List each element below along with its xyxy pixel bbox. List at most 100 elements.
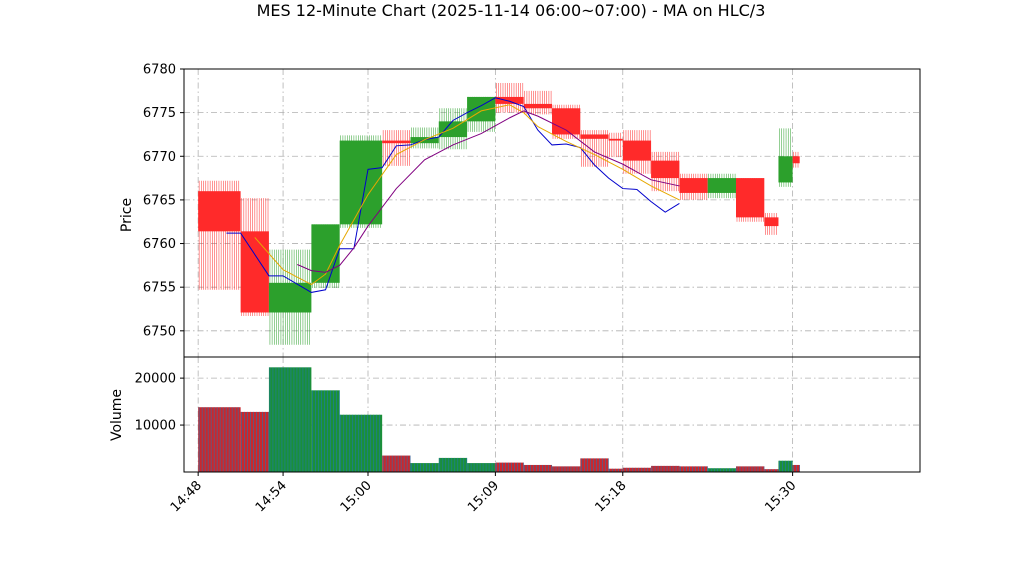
volume-bar bbox=[198, 407, 241, 472]
x-tick-label: 15:30 bbox=[762, 478, 799, 515]
ma-slow-line bbox=[297, 110, 680, 273]
volume-bar bbox=[792, 464, 800, 472]
volume-bar bbox=[736, 466, 765, 472]
x-tick-label: 15:00 bbox=[338, 478, 375, 515]
volume-bar bbox=[651, 465, 680, 472]
candle-body bbox=[651, 160, 680, 179]
volume-bar-body bbox=[523, 464, 552, 472]
volume-bar bbox=[580, 458, 609, 472]
x-tick-label: 15:18 bbox=[592, 478, 629, 515]
candle-body bbox=[679, 178, 708, 193]
volume-bar-body bbox=[495, 462, 524, 472]
volume-bar-body bbox=[311, 390, 340, 472]
x-ticks: 14:48 14:54 15:00 15:09 15:18 15:30 bbox=[168, 472, 799, 515]
volume-bar-body bbox=[198, 407, 241, 472]
volume-bar bbox=[707, 468, 737, 472]
volume-bar-body bbox=[622, 467, 652, 472]
candle bbox=[778, 128, 793, 187]
candle bbox=[707, 173, 736, 199]
candle bbox=[240, 198, 269, 316]
candles-group bbox=[198, 82, 800, 345]
candle-body bbox=[268, 282, 312, 313]
volume-bar-body bbox=[240, 411, 269, 472]
candle bbox=[311, 224, 340, 289]
x-tick-label: 14:48 bbox=[168, 478, 205, 515]
volume-bar-body bbox=[651, 465, 680, 472]
price-axis-label: Price bbox=[119, 198, 135, 232]
price-tick-label: 6760 bbox=[143, 237, 176, 252]
candle bbox=[495, 82, 524, 113]
candle bbox=[339, 135, 383, 228]
candle-body bbox=[778, 156, 793, 183]
volume-bar bbox=[268, 367, 312, 472]
price-tick-label: 6755 bbox=[143, 281, 176, 296]
price-tick-label: 6775 bbox=[143, 106, 176, 121]
volume-bar bbox=[778, 460, 793, 472]
volume-tick-label: 20000 bbox=[135, 372, 176, 387]
volume-bar bbox=[608, 468, 623, 472]
volume-bar bbox=[339, 414, 383, 472]
volume-bar-body bbox=[679, 466, 708, 472]
price-tick-label: 6750 bbox=[143, 324, 176, 339]
volume-bar bbox=[467, 463, 496, 472]
price-tick-label: 6765 bbox=[143, 193, 176, 208]
candle-body bbox=[240, 231, 269, 313]
candle-body bbox=[707, 178, 736, 193]
volume-bar-body bbox=[792, 464, 800, 472]
x-tick-label: 14:54 bbox=[253, 478, 290, 515]
candle-body bbox=[736, 178, 765, 218]
volume-axis-label: Volume bbox=[109, 389, 125, 441]
ma-fast-line bbox=[226, 97, 680, 293]
x-tick-label: 15:09 bbox=[465, 478, 502, 515]
price-tick-label: 6770 bbox=[143, 150, 176, 165]
volume-tick-label: 10000 bbox=[135, 419, 176, 434]
volume-bar-body bbox=[339, 414, 383, 472]
volume-bar bbox=[622, 467, 652, 472]
chart-title: MES 12-Minute Chart (2025-11-14 06:00~07… bbox=[257, 1, 766, 20]
ma-mid-line bbox=[254, 104, 680, 286]
candle bbox=[764, 213, 779, 235]
candle bbox=[736, 178, 765, 222]
candle-body bbox=[438, 121, 468, 138]
volume-bar-body bbox=[736, 466, 765, 472]
volume-bar bbox=[438, 457, 468, 472]
volume-panel-border bbox=[183, 356, 921, 473]
candle bbox=[523, 90, 552, 115]
candle-body bbox=[622, 140, 652, 161]
volume-bar-body bbox=[707, 468, 736, 472]
candle-body bbox=[764, 217, 779, 227]
candle-body bbox=[608, 138, 623, 141]
volume-bar-body bbox=[410, 463, 439, 472]
volume-bar bbox=[523, 464, 553, 472]
volume-bar bbox=[552, 466, 581, 472]
volume-bars-group bbox=[198, 367, 800, 472]
price-tick-label: 6780 bbox=[143, 63, 176, 78]
candle bbox=[382, 130, 411, 166]
moving-averages-group bbox=[226, 97, 680, 293]
candle bbox=[552, 104, 581, 139]
candle-body bbox=[198, 191, 241, 232]
volume-bar bbox=[495, 462, 524, 472]
volume-bar-body bbox=[268, 367, 312, 472]
volume-bar bbox=[679, 466, 708, 472]
candle-body bbox=[792, 156, 800, 164]
candle bbox=[622, 130, 652, 174]
price-y-ticks: 6750 6755 6760 6765 6770 6775 6780 bbox=[143, 63, 184, 339]
volume-bar bbox=[382, 455, 411, 472]
candle-body bbox=[495, 96, 524, 104]
candle bbox=[198, 180, 241, 290]
candle-body bbox=[382, 140, 411, 144]
volume-bar bbox=[311, 390, 340, 472]
candle bbox=[608, 132, 623, 158]
candle bbox=[679, 173, 708, 200]
candle bbox=[792, 151, 800, 168]
volume-bar-body bbox=[552, 466, 581, 472]
volume-bar bbox=[240, 411, 269, 472]
candle-body bbox=[523, 103, 552, 109]
volume-bar bbox=[410, 463, 439, 472]
candle-body bbox=[580, 134, 609, 139]
volume-y-ticks: 10000 20000 bbox=[135, 372, 184, 434]
volume-bar-body bbox=[467, 463, 496, 472]
